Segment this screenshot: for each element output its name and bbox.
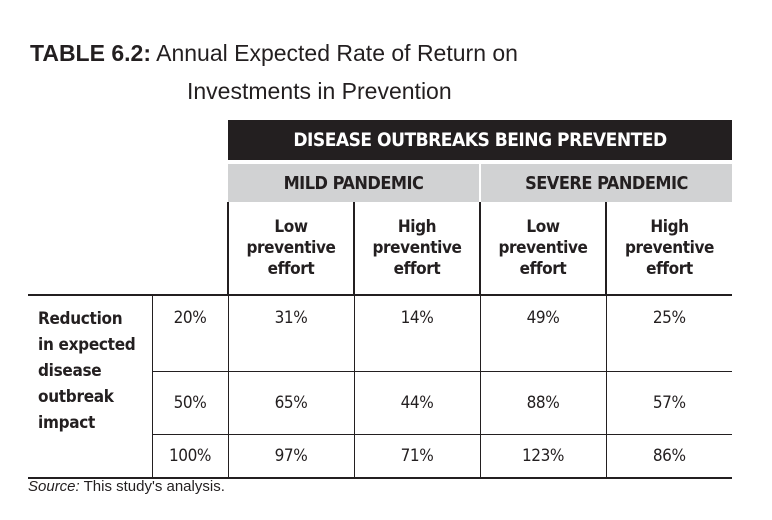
table-cell: 88% bbox=[479, 371, 606, 435]
header-row-top: DISEASE OUTBREAKS BEING PREVENTED bbox=[28, 120, 732, 162]
effort-line: preventive bbox=[498, 237, 588, 258]
header-blank bbox=[152, 162, 228, 202]
table-cell: 25% bbox=[605, 295, 732, 372]
group-header-severe: SEVERE PANDEMIC bbox=[480, 160, 732, 202]
table-cell: 71% bbox=[353, 434, 480, 479]
table-row: Reduction in expected disease outbreak i… bbox=[28, 295, 732, 479]
row-label-line: disease bbox=[38, 361, 102, 381]
header-blank bbox=[152, 120, 228, 162]
effort-line: Low bbox=[274, 216, 308, 237]
reduction-pct: 50% bbox=[152, 371, 229, 435]
source-label: Source: bbox=[28, 478, 80, 495]
effort-header-severe-high: High preventive effort bbox=[605, 202, 732, 296]
effort-line: preventive bbox=[372, 237, 462, 258]
effort-line: Low bbox=[526, 216, 560, 237]
table-cell: 44% bbox=[353, 371, 480, 435]
effort-line: preventive bbox=[624, 237, 714, 258]
return-table: DISEASE OUTBREAKS BEING PREVENTED MILD P… bbox=[28, 120, 732, 479]
effort-header-mild-low: Low preventive effort bbox=[227, 202, 354, 296]
table-cell: 65% bbox=[227, 371, 354, 435]
table-number: TABLE 6.2: bbox=[30, 40, 151, 66]
table-title: TABLE 6.2: Annual Expected Rate of Retur… bbox=[30, 34, 670, 110]
effort-header-mild-high: High preventive effort bbox=[353, 202, 480, 296]
row-description: Reduction in expected disease outbreak i… bbox=[28, 295, 153, 479]
table-cell: 123% bbox=[479, 434, 606, 479]
table-cell: 97% bbox=[227, 434, 354, 479]
effort-line: preventive bbox=[246, 237, 336, 258]
reduction-pct: 100% bbox=[152, 434, 229, 479]
table-cell: 57% bbox=[605, 371, 732, 435]
effort-line: High bbox=[397, 216, 437, 237]
effort-line: effort bbox=[519, 258, 567, 279]
table-row: 50% 65% 44% 88% 57% bbox=[28, 371, 732, 435]
row-label-line: impact bbox=[38, 413, 96, 433]
table-cell: 49% bbox=[479, 295, 606, 372]
group-header-mild: MILD PANDEMIC bbox=[228, 160, 481, 202]
effort-line: effort bbox=[646, 258, 693, 279]
header-blank bbox=[28, 202, 152, 296]
top-header: DISEASE OUTBREAKS BEING PREVENTED bbox=[228, 120, 732, 162]
header-blank bbox=[28, 120, 152, 162]
table-cell: 86% bbox=[605, 434, 732, 479]
row-label-line: in expected bbox=[38, 335, 136, 355]
reduction-pct: 20% bbox=[152, 295, 229, 372]
effort-line: effort bbox=[393, 258, 441, 279]
table-cell: 14% bbox=[353, 295, 480, 372]
row-label-line: Reduction bbox=[38, 309, 123, 329]
effort-line: effort bbox=[267, 258, 315, 279]
table-cell: 31% bbox=[227, 295, 354, 372]
header-blank bbox=[152, 202, 228, 296]
source-note: Source: This study's analysis. bbox=[28, 478, 225, 495]
header-row-groups: MILD PANDEMIC SEVERE PANDEMIC bbox=[28, 160, 732, 202]
row-label-line: outbreak bbox=[38, 387, 114, 407]
effort-header-severe-low: Low preventive effort bbox=[479, 202, 606, 296]
table-row: 100% 97% 71% 123% 86% bbox=[28, 434, 732, 479]
effort-line: High bbox=[650, 216, 689, 237]
header-row-effort: Low preventive effort High preventive ef… bbox=[28, 202, 732, 296]
title-line-1: Annual Expected Rate of Return on bbox=[156, 40, 518, 66]
header-blank bbox=[28, 162, 152, 202]
title-line-2: Investments in Prevention bbox=[187, 78, 452, 104]
source-text: This study's analysis. bbox=[83, 478, 225, 495]
